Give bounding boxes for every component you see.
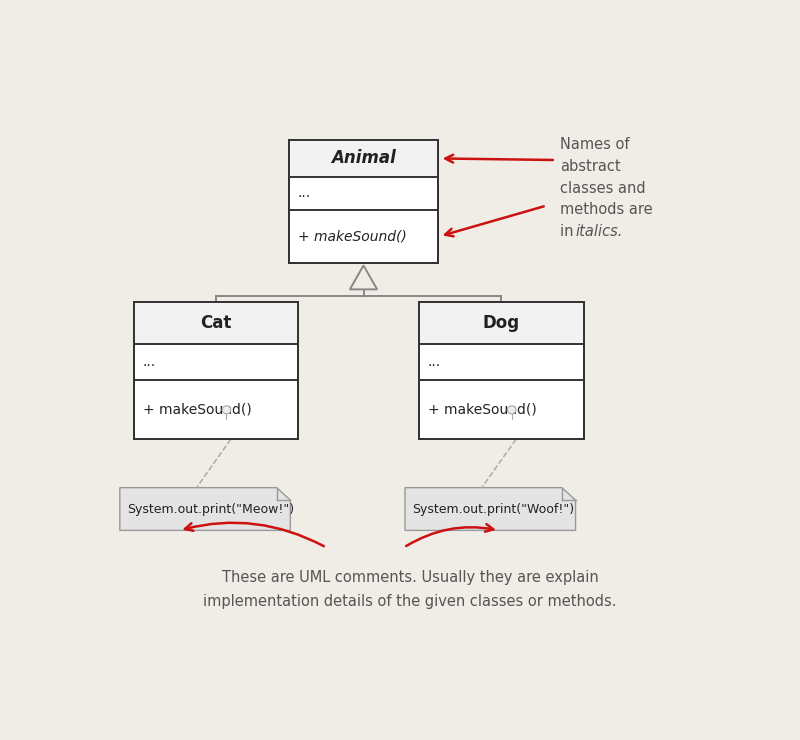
Text: System.out.print("Meow!"): System.out.print("Meow!") (127, 502, 294, 516)
Bar (419, 303, 584, 440)
Text: implementation details of the given classes or methods.: implementation details of the given clas… (203, 594, 617, 609)
Text: + makeSound(): + makeSound() (298, 229, 406, 243)
Bar (289, 140, 438, 263)
Text: Dog: Dog (483, 314, 520, 332)
Polygon shape (405, 488, 575, 531)
Text: System.out.print("Woof!"): System.out.print("Woof!") (413, 502, 574, 516)
Polygon shape (120, 488, 290, 531)
Circle shape (222, 406, 231, 414)
Text: italics.: italics. (575, 223, 623, 239)
Text: in: in (560, 223, 578, 239)
Text: + makeSound(): + makeSound() (142, 403, 251, 417)
Bar (134, 303, 298, 440)
Bar (289, 140, 438, 263)
Text: Names of: Names of (560, 137, 630, 152)
Text: classes and: classes and (560, 181, 646, 195)
Text: ...: ... (298, 186, 311, 201)
Bar (134, 303, 298, 343)
Text: + makeSound(): + makeSound() (428, 403, 537, 417)
Text: ...: ... (428, 355, 441, 369)
Text: Cat: Cat (201, 314, 232, 332)
Text: methods are: methods are (560, 202, 653, 218)
Bar (289, 140, 438, 177)
Text: abstract: abstract (560, 159, 621, 174)
Bar (419, 303, 584, 343)
Text: Animal: Animal (331, 149, 396, 167)
Text: These are UML comments. Usually they are explain: These are UML comments. Usually they are… (222, 571, 598, 585)
Bar (419, 303, 584, 440)
Circle shape (507, 406, 516, 414)
Text: ...: ... (142, 355, 156, 369)
Polygon shape (350, 266, 377, 289)
Bar (134, 303, 298, 440)
